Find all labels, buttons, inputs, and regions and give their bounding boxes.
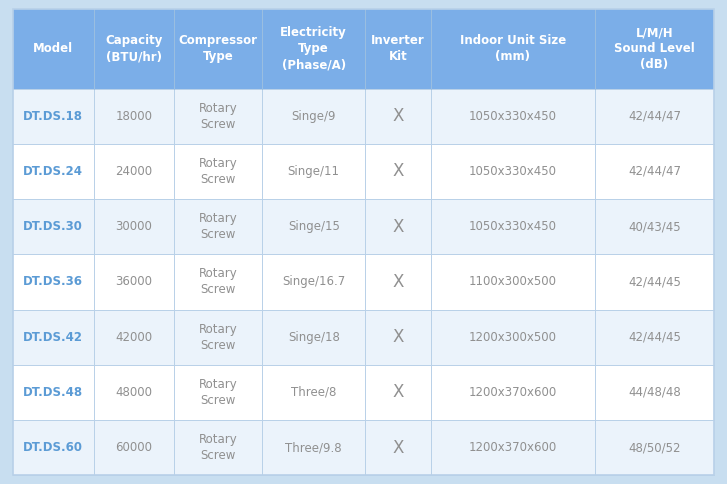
Text: 44/48/48: 44/48/48	[628, 386, 681, 399]
Text: X: X	[393, 273, 403, 291]
Text: X: X	[393, 163, 403, 181]
Bar	[13, 144, 714, 199]
Text: Singe/16.7: Singe/16.7	[282, 275, 345, 288]
Text: DT.DS.60: DT.DS.60	[23, 441, 84, 454]
Text: Inverter
Kit: Inverter Kit	[371, 34, 425, 63]
Text: 1050x330x450: 1050x330x450	[469, 110, 557, 123]
Text: 1200x300x500: 1200x300x500	[469, 331, 557, 344]
Bar	[13, 310, 714, 365]
Text: X: X	[393, 439, 403, 457]
Text: Rotary
Screw: Rotary Screw	[198, 433, 237, 462]
Text: X: X	[393, 328, 403, 346]
Text: 42/44/47: 42/44/47	[628, 110, 681, 123]
Text: 42/44/45: 42/44/45	[628, 331, 681, 344]
Text: 60000: 60000	[115, 441, 152, 454]
Text: 24000: 24000	[115, 165, 152, 178]
Text: DT.DS.42: DT.DS.42	[23, 331, 84, 344]
Text: 40/43/45: 40/43/45	[628, 220, 681, 233]
Text: 1050x330x450: 1050x330x450	[469, 220, 557, 233]
Text: X: X	[393, 107, 403, 125]
Text: Singe/11: Singe/11	[288, 165, 340, 178]
Text: DT.DS.36: DT.DS.36	[23, 275, 84, 288]
Text: Rotary
Screw: Rotary Screw	[198, 212, 237, 241]
Bar	[13, 9, 714, 89]
Text: 48/50/52: 48/50/52	[628, 441, 680, 454]
Text: 1200x370x600: 1200x370x600	[469, 441, 557, 454]
Text: 1200x370x600: 1200x370x600	[469, 386, 557, 399]
Text: Rotary
Screw: Rotary Screw	[198, 102, 237, 131]
Bar	[13, 254, 714, 310]
Text: 48000: 48000	[115, 386, 152, 399]
Bar	[13, 89, 714, 144]
Text: 30000: 30000	[116, 220, 152, 233]
Text: DT.DS.30: DT.DS.30	[23, 220, 83, 233]
Bar	[13, 199, 714, 254]
Text: Capacity
(BTU/hr): Capacity (BTU/hr)	[105, 34, 162, 63]
Text: X: X	[393, 383, 403, 401]
Text: 1100x300x500: 1100x300x500	[469, 275, 557, 288]
Text: Singe/18: Singe/18	[288, 331, 340, 344]
Text: 42/44/47: 42/44/47	[628, 165, 681, 178]
Text: DT.DS.48: DT.DS.48	[23, 386, 84, 399]
Text: Three/8: Three/8	[291, 386, 337, 399]
Text: Three/9.8: Three/9.8	[286, 441, 342, 454]
Text: Indoor Unit Size
(mm): Indoor Unit Size (mm)	[459, 34, 566, 63]
Text: Rotary
Screw: Rotary Screw	[198, 268, 237, 296]
Text: Compressor
Type: Compressor Type	[178, 34, 257, 63]
Text: DT.DS.24: DT.DS.24	[23, 165, 84, 178]
Text: Electricity
Type
(Phase/A): Electricity Type (Phase/A)	[281, 26, 347, 71]
Text: 18000: 18000	[115, 110, 152, 123]
Text: 1050x330x450: 1050x330x450	[469, 165, 557, 178]
Text: 42/44/45: 42/44/45	[628, 275, 681, 288]
Text: Model: Model	[33, 42, 73, 55]
Text: 36000: 36000	[115, 275, 152, 288]
Text: Rotary
Screw: Rotary Screw	[198, 157, 237, 186]
Text: Singe/15: Singe/15	[288, 220, 340, 233]
Text: Singe/9: Singe/9	[292, 110, 336, 123]
Text: 42000: 42000	[115, 331, 152, 344]
Text: DT.DS.18: DT.DS.18	[23, 110, 84, 123]
Bar	[13, 420, 714, 475]
Text: L/M/H
Sound Level
(dB): L/M/H Sound Level (dB)	[614, 26, 695, 71]
Bar	[13, 365, 714, 420]
Text: X: X	[393, 218, 403, 236]
Text: Rotary
Screw: Rotary Screw	[198, 323, 237, 352]
Text: Rotary
Screw: Rotary Screw	[198, 378, 237, 407]
